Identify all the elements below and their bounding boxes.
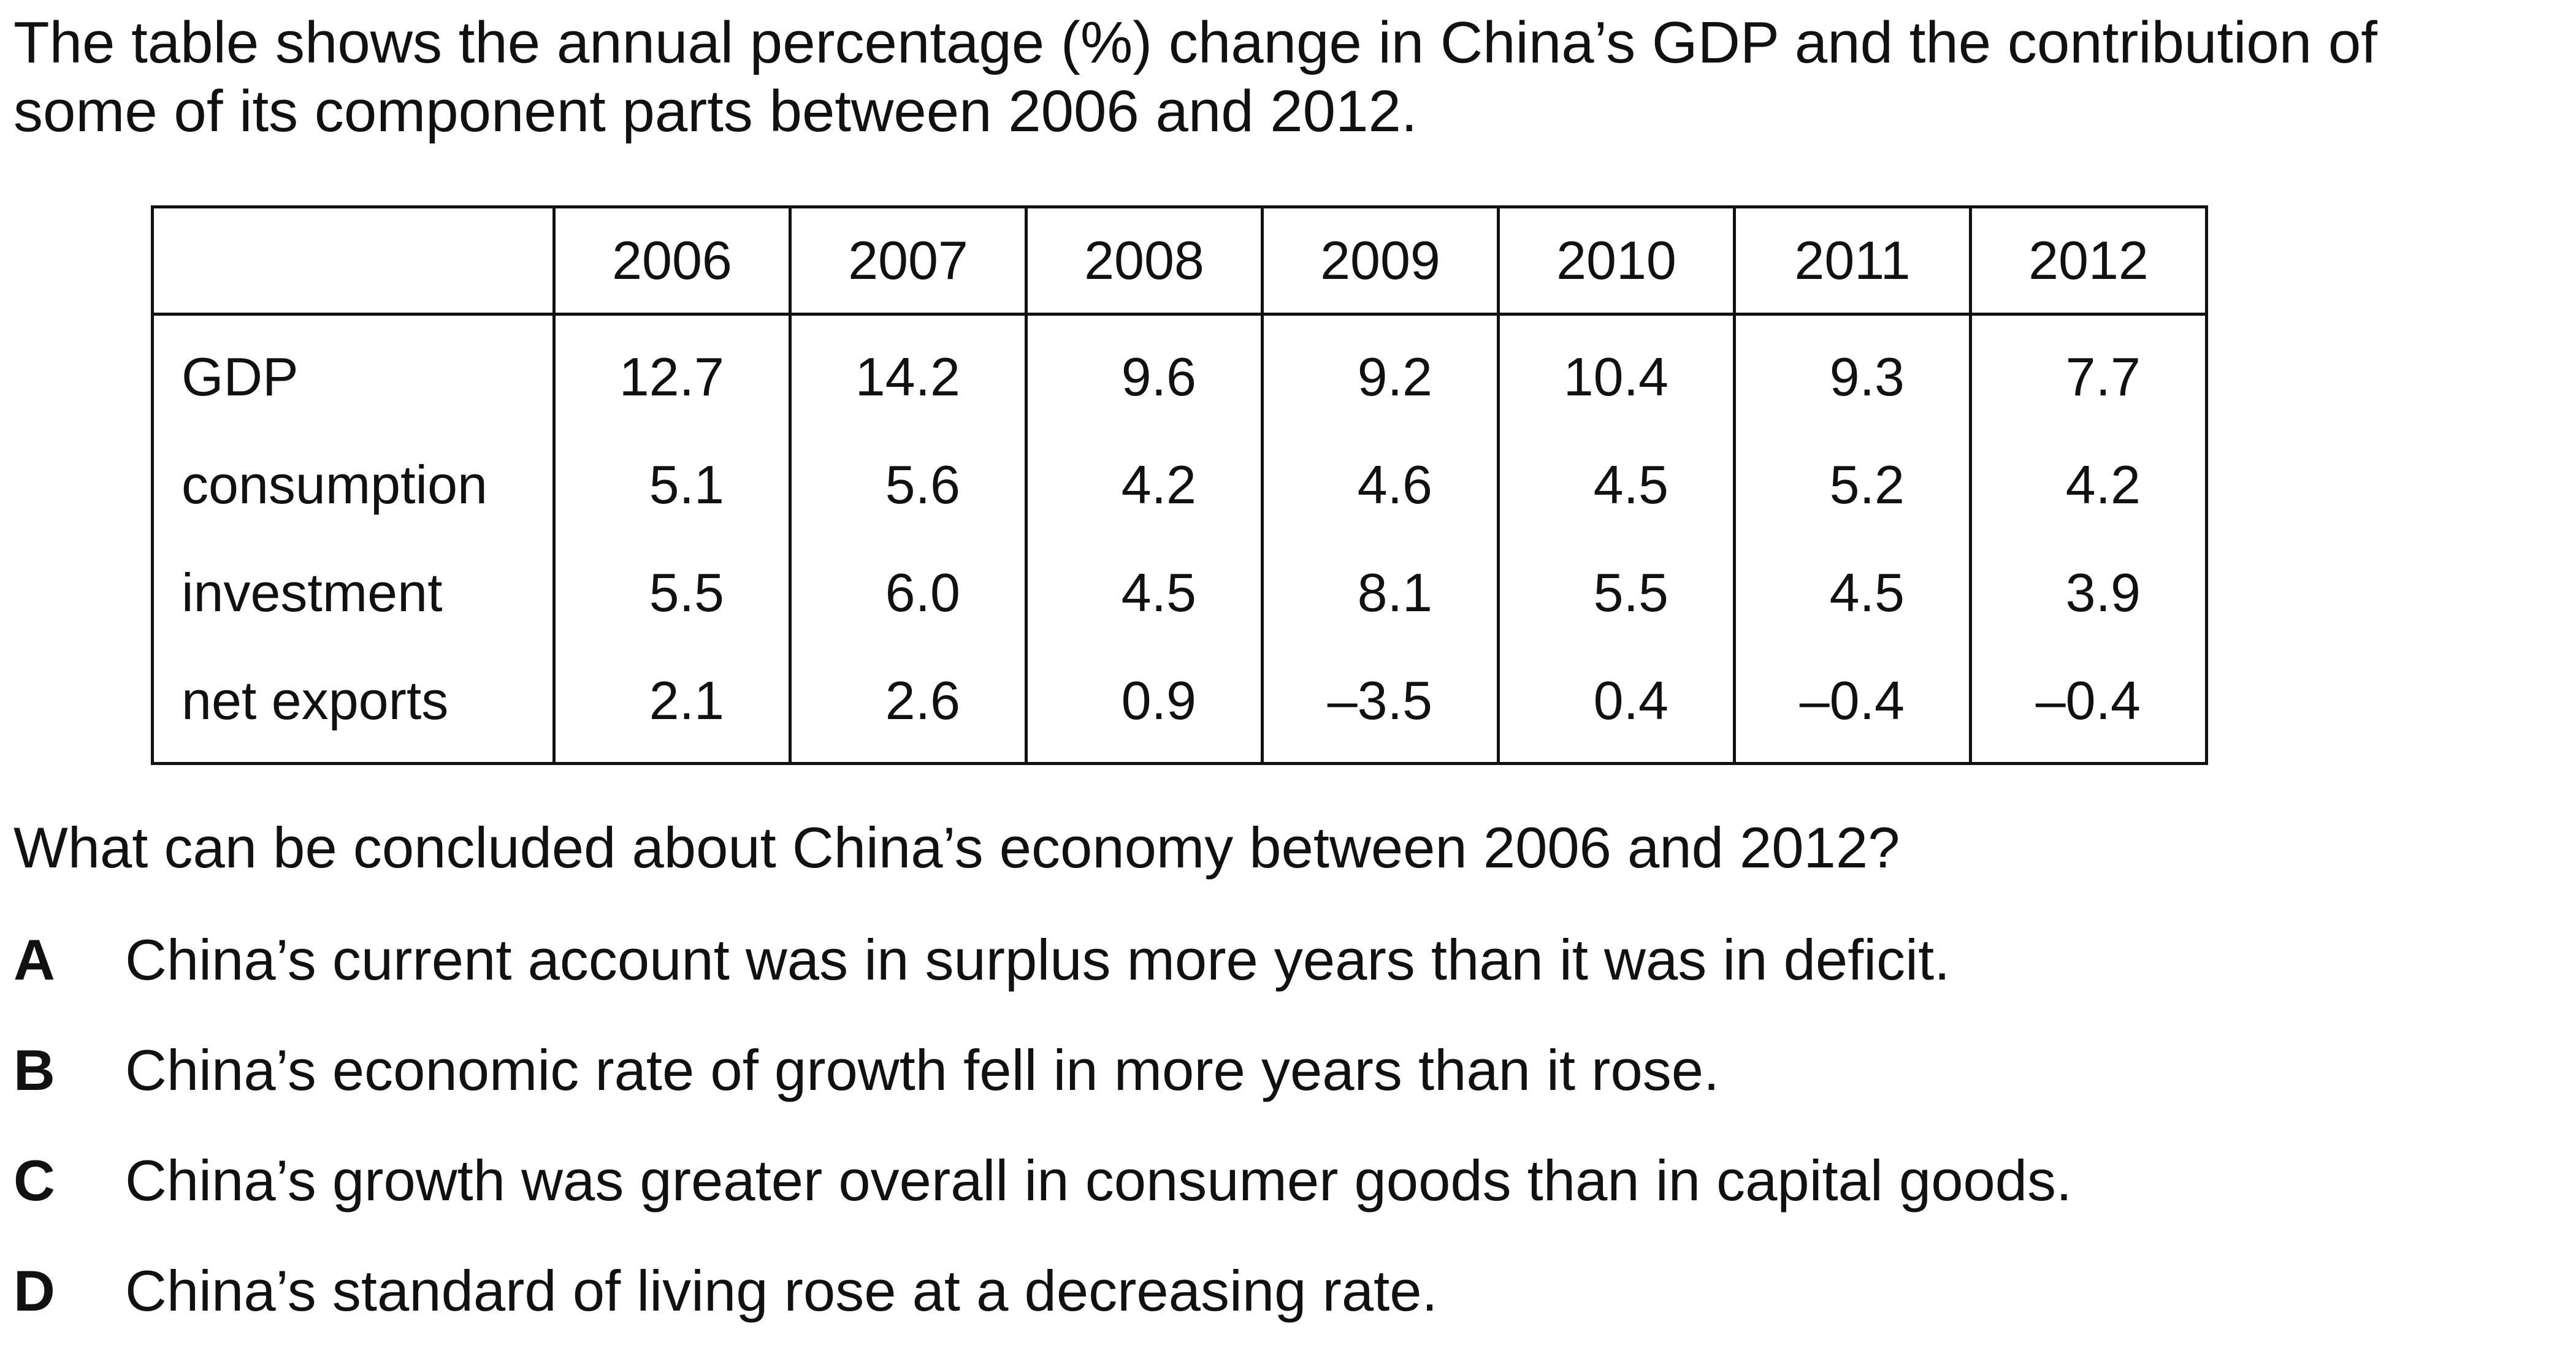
- value-cell: 8.1: [1261, 539, 1500, 647]
- row-label-cell: consumption: [151, 431, 556, 539]
- table-header: 2006 2007 2008 2009 2010 2011 2012: [151, 207, 2208, 316]
- value-cell: 4.5: [1733, 539, 1972, 647]
- option-text: China’s economic rate of growth fell in …: [125, 1038, 1720, 1102]
- option-text: China’s current account was in surplus m…: [125, 927, 1951, 992]
- value-cell: 6.0: [789, 539, 1028, 647]
- year-header-cell: 2009: [1261, 207, 1500, 316]
- table-row: consumption 5.1 5.6 4.2 4.6 4.5 5.2 4.2: [151, 431, 2208, 539]
- value-cell: 5.6: [789, 431, 1028, 539]
- value-cell: –0.4: [1733, 647, 1972, 764]
- year-header-cell: 2011: [1733, 207, 1972, 316]
- value-cell: 4.2: [1969, 431, 2208, 539]
- value-cell: 2.1: [552, 647, 792, 764]
- value-cell: 14.2: [789, 314, 1028, 431]
- intro-text: The table shows the annual percentage (%…: [13, 10, 2377, 144]
- row-label-cell: investment: [151, 539, 556, 647]
- table-row: net exports 2.1 2.6 0.9 –3.5 0.4 –0.4 –0…: [151, 647, 2208, 764]
- value-cell: 5.5: [1497, 539, 1736, 647]
- table-body: GDP 12.7 14.2 9.6 9.2 10.4 9.3 7.7 consu…: [151, 314, 2208, 764]
- value-cell: 5.2: [1733, 431, 1972, 539]
- year-header-cell: 2006: [552, 207, 792, 316]
- value-cell: 4.5: [1025, 539, 1264, 647]
- value-cell: 12.7: [552, 314, 792, 431]
- value-cell: 5.1: [552, 431, 792, 539]
- option-letter: D: [13, 1258, 55, 1323]
- value-cell: –0.4: [1969, 647, 2208, 764]
- value-cell: 3.9: [1969, 539, 2208, 647]
- gdp-components-table: 2006 2007 2008 2009 2010 2011 2012 GDP 1…: [151, 205, 2208, 765]
- year-header-cell: 2010: [1497, 207, 1736, 316]
- option-letter: C: [13, 1148, 55, 1213]
- header-row: 2006 2007 2008 2009 2010 2011 2012: [151, 207, 2208, 316]
- option-letter: B: [13, 1038, 55, 1102]
- value-cell: 4.5: [1497, 431, 1736, 539]
- option-letter: A: [13, 927, 55, 992]
- value-cell: 9.6: [1025, 314, 1264, 431]
- value-cell: 4.2: [1025, 431, 1264, 539]
- table-row: GDP 12.7 14.2 9.6 9.2 10.4 9.3 7.7: [151, 314, 2208, 431]
- year-header-cell: 2012: [1969, 207, 2208, 316]
- value-cell: 4.6: [1261, 431, 1500, 539]
- value-cell: –3.5: [1261, 647, 1500, 764]
- value-cell: 10.4: [1497, 314, 1736, 431]
- option-text: China’s standard of living rose at a dec…: [125, 1258, 1438, 1323]
- corner-header-cell: [151, 207, 556, 316]
- question-text: What can be concluded about China’s econ…: [13, 815, 1900, 880]
- value-cell: 5.5: [552, 539, 792, 647]
- year-header-cell: 2007: [789, 207, 1028, 316]
- option-text: China’s growth was greater overall in co…: [125, 1148, 2073, 1213]
- value-cell: 7.7: [1969, 314, 2208, 431]
- table-row: investment 5.5 6.0 4.5 8.1 5.5 4.5 3.9: [151, 539, 2208, 647]
- row-label-cell: net exports: [151, 647, 556, 764]
- value-cell: 9.3: [1733, 314, 1972, 431]
- value-cell: 2.6: [789, 647, 1028, 764]
- value-cell: 0.4: [1497, 647, 1736, 764]
- value-cell: 9.2: [1261, 314, 1500, 431]
- value-cell: 0.9: [1025, 647, 1264, 764]
- row-label-cell: GDP: [151, 314, 556, 431]
- year-header-cell: 2008: [1025, 207, 1264, 316]
